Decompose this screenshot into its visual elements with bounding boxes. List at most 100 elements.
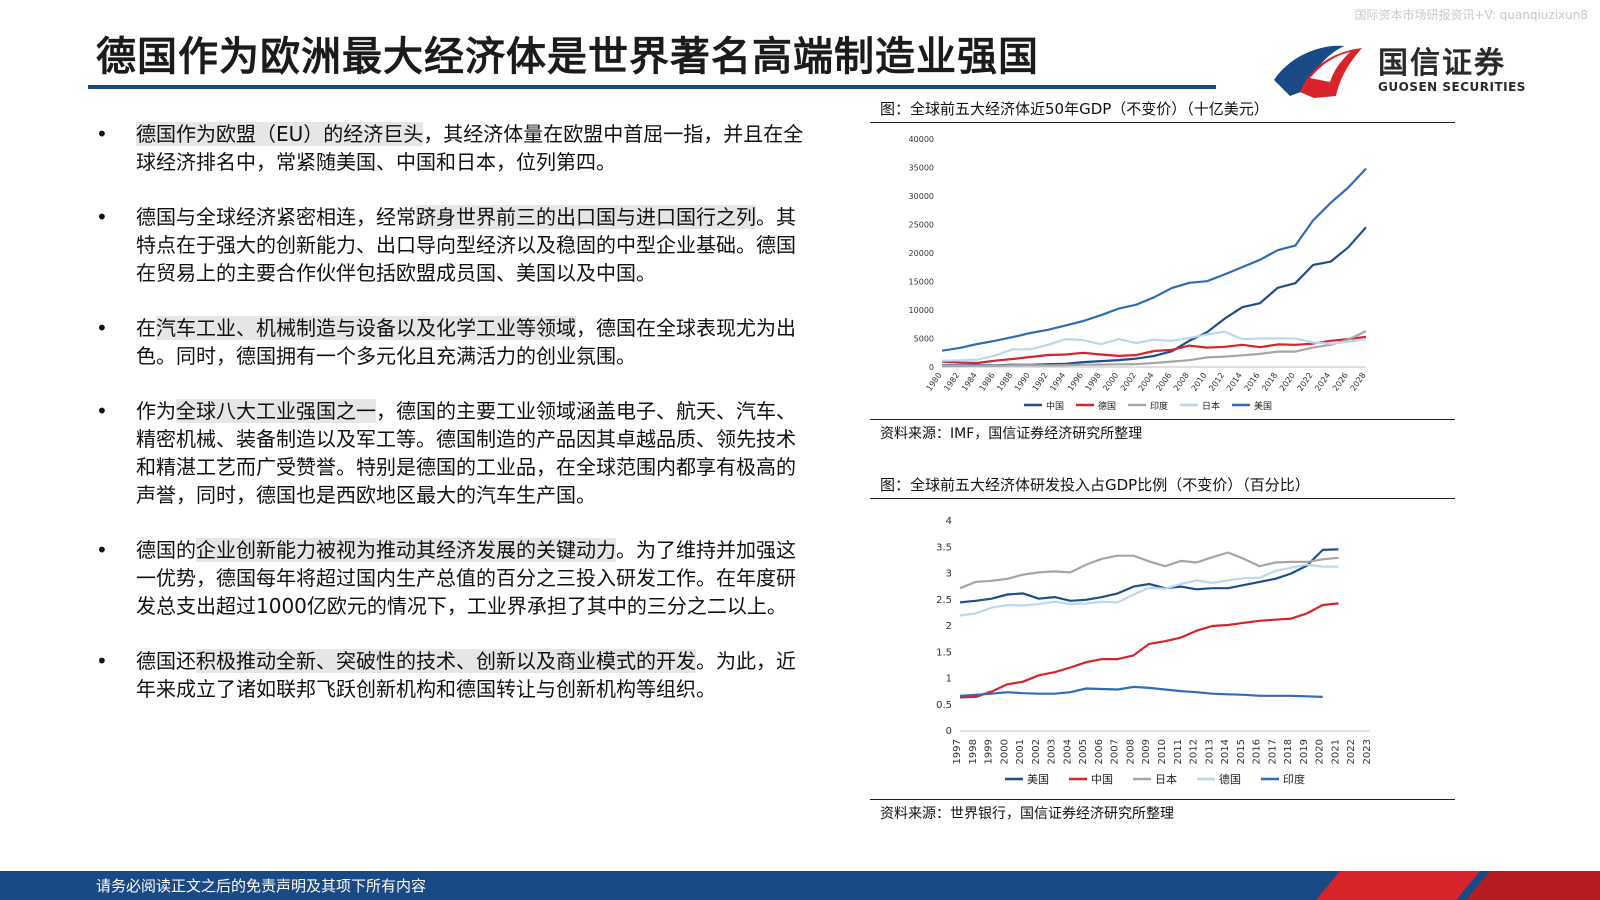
x-tick-label: 1994 (1048, 371, 1067, 393)
x-tick-label: 1990 (1013, 371, 1032, 393)
legend-label: 中国 (1091, 773, 1113, 786)
bullet-text: 德国还 (136, 649, 196, 673)
series-line-印度 (942, 330, 1367, 367)
bullet-text: ，其经济体量在欧盟中首屈一指，并且在全球经济排名中，常紧随美国、中国和日本，位列… (136, 122, 804, 174)
x-tick-label: 2003 (1047, 739, 1058, 764)
x-tick-label: 1984 (960, 371, 979, 393)
x-tick-label: 1996 (1066, 371, 1085, 393)
bullet-text: 。为此，近年来成立了诸如联邦飞跃创新机构和德国转让与创新机构等组织。 (136, 649, 796, 701)
x-tick-label: 2016 (1252, 739, 1263, 764)
x-tick-label: 2008 (1172, 371, 1191, 393)
legend-label: 美国 (1027, 773, 1049, 786)
y-tick-label: 35000 (909, 164, 934, 173)
x-tick-label: 2004 (1062, 739, 1073, 764)
x-tick-label: 2010 (1157, 739, 1168, 764)
x-tick-label: 2009 (1141, 739, 1152, 764)
x-tick-label: 2026 (1331, 371, 1350, 393)
series-line-德国 (959, 563, 1339, 617)
series-line-德国 (941, 335, 1367, 365)
x-tick-label: 2002 (1119, 371, 1138, 393)
bullet-highlight: 德国作为欧盟（EU）的经济巨头 (136, 122, 424, 146)
gdp-chart-title: 图：全球前五大经济体近50年GDP（不变价）（十亿美元） (870, 96, 1455, 123)
x-tick-label: 2012 (1189, 739, 1200, 764)
x-tick-label: 2013 (1204, 739, 1215, 764)
bullet-dot-icon: • (96, 399, 108, 423)
x-tick-label: 2010 (1190, 371, 1209, 393)
bullet-text: 。为了维持并加强这一优势，德国每年将超过国内生产总值的百分之三投入研发工作。在年… (136, 538, 796, 618)
bullet-highlight: 企业创新能力被视为推动其经济发展的关键动力 (196, 538, 616, 562)
watermark-text: 国际资本市场研报资讯+V: quanqiuzixun8 (1354, 8, 1588, 22)
rd-chart-source: 资料来源：世界银行，国信证券经济研究所整理 (870, 799, 1455, 828)
x-tick-label: 2017 (1267, 739, 1278, 764)
series-line-日本 (941, 330, 1367, 362)
x-tick-label: 2023 (1362, 739, 1373, 764)
logo-name-en: GUOSEN SECURITIES (1378, 80, 1526, 94)
gdp-chart-panel: 图：全球前五大经济体近50年GDP（不变价）（十亿美元） 0 5000 10000 1… (870, 96, 1455, 448)
bullet-dot-icon: • (96, 538, 108, 562)
x-tick-label: 2018 (1260, 371, 1279, 393)
legend-label: 日本 (1202, 400, 1220, 412)
bullet-highlight: 积极推动全新、突破性的技术、创新以及商业模式的开发 (196, 649, 696, 673)
bullet-item: • 德国作为欧盟（EU）的经济巨头，其经济体量在欧盟中首屈一指，并且在全球经济排… (88, 120, 808, 176)
y-tick-label: 3 (946, 569, 952, 580)
rd-line-chart: 0 0.5 1 1.5 2 2.5 3 3.5 4 1997 1998 1999 2000 2001 200… (936, 516, 1373, 786)
x-tick-label: 1992 (1031, 371, 1050, 393)
y-tick-label: 25000 (909, 221, 934, 230)
bullet-text: ，德国在全球表现尤为出色。同时，德国拥有一个多元化且充满活力的创业氛围。 (136, 316, 796, 368)
x-tick-label: 2015 (1236, 739, 1247, 764)
x-tick-label: 2014 (1220, 739, 1231, 764)
legend-label: 印度 (1283, 772, 1305, 786)
logo-name: 国信证券 (1378, 46, 1506, 81)
y-tick-label: 1 (946, 674, 952, 685)
y-tick-label: 10000 (909, 306, 934, 315)
bullet-item: • 德国与全球经济紧密相连，经常跻身世界前三的出口国与进口国行之列。其特点在于强… (88, 203, 808, 287)
bullet-dot-icon: • (96, 205, 108, 229)
y-tick-label: 1.5 (936, 647, 952, 658)
logo-mark-icon (1274, 45, 1362, 98)
x-tick-label: 2005 (1078, 739, 1089, 764)
bullet-item: • 作为全球八大工业强国之一，德国的主要工业领域涵盖电子、航天、汽车、精密机械、… (88, 397, 808, 509)
bullet-text: 在 (136, 316, 156, 340)
bullet-text: 作为 (136, 399, 176, 423)
series-line-美国 (959, 548, 1339, 604)
bullet-item: • 德国的企业创新能力被视为推动其经济发展的关键动力。为了维持并加强这一优势，德… (88, 536, 808, 620)
bullet-highlight: 全球八大工业强国之一 (176, 399, 376, 423)
page-title: 德国作为欧洲最大经济体是世界著名高端制造业强国 (96, 34, 1039, 80)
bullet-text: ，德国的主要工业领域涵盖电子、航天、汽车、精密机械、装备制造以及军工等。德国制造… (136, 399, 796, 507)
x-tick-label: 2000 (999, 739, 1010, 764)
bullet-text: 德国与全球经济紧密相连，经常 (136, 205, 416, 229)
y-tick-label: 2.5 (936, 595, 952, 606)
y-tick-label: 0 (946, 726, 952, 737)
legend-label: 德国 (1098, 400, 1116, 412)
x-tick-label: 2001 (1015, 739, 1026, 764)
legend-label: 日本 (1155, 772, 1177, 786)
footer-accent-stripes (1316, 871, 1600, 900)
x-tick-label: 1998 (1084, 371, 1103, 393)
legend-label: 中国 (1046, 400, 1064, 412)
x-tick-label: 2006 (1154, 371, 1173, 393)
series-line-印度 (959, 685, 1323, 698)
y-tick-label: 5000 (914, 335, 934, 344)
footer-bar: 请务必阅读正文之后的免责声明及其项下所有内容 (0, 871, 1600, 900)
bullet-dot-icon: • (96, 649, 108, 673)
x-tick-label: 2012 (1207, 371, 1226, 393)
x-tick-label: 2021 (1330, 739, 1341, 764)
rd-chart-panel: 图：全球前五大经济体研发投入占GDP比例（不变价）（百分比） 0 0.5 1 1.5 2… (870, 472, 1455, 828)
x-tick-label: 2024 (1313, 371, 1332, 393)
y-tick-label: 30000 (909, 192, 934, 201)
legend-label: 德国 (1219, 772, 1241, 786)
x-tick-label: 2016 (1243, 371, 1262, 393)
series-line-美国 (941, 167, 1367, 352)
x-tick-label: 2019 (1299, 739, 1310, 764)
bullet-list: • 德国作为欧盟（EU）的经济巨头，其经济体量在欧盟中首屈一指，并且在全球经济排… (88, 120, 808, 730)
x-tick-label: 2006 (1094, 739, 1105, 764)
x-tick-label: 1982 (942, 371, 961, 393)
x-tick-label: 2011 (1173, 739, 1184, 764)
bullet-dot-icon: • (96, 316, 108, 340)
bullet-item: • 德国还积极推动全新、突破性的技术、创新以及商业模式的开发。为此，近年来成立了… (88, 647, 808, 703)
x-tick-label: 1999 (984, 739, 995, 764)
y-tick-label: 4 (946, 516, 952, 527)
x-tick-label: 2004 (1137, 371, 1156, 393)
bullet-highlight: 跻身世界前三的出口国与进口国行之列 (416, 205, 756, 229)
bullet-dot-icon: • (96, 122, 108, 146)
